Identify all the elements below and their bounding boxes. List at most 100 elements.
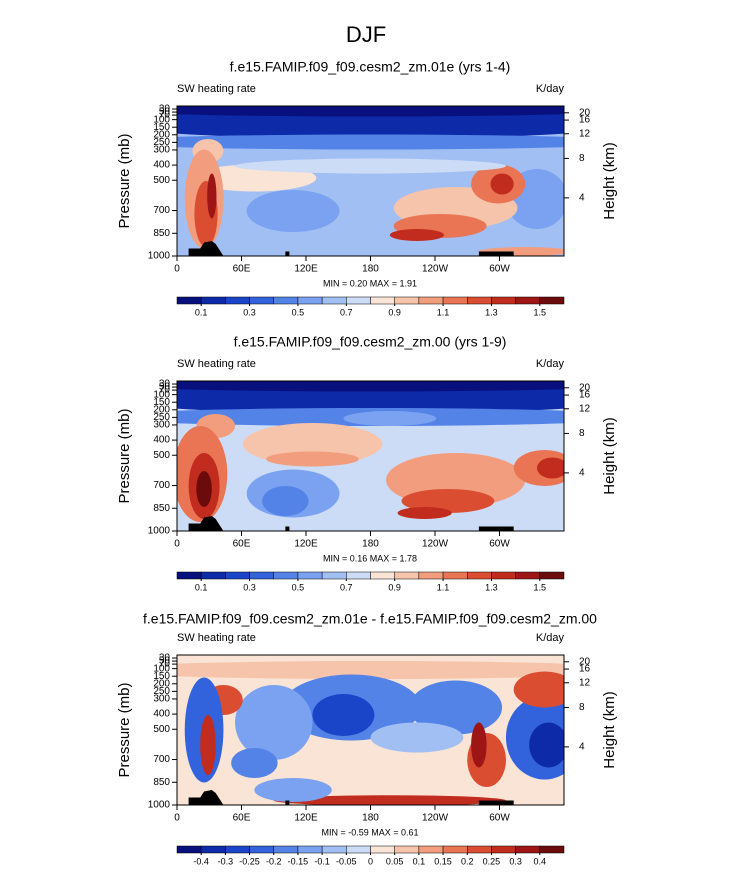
units-label: K/day [536,358,565,370]
colorbar-box [200,845,226,854]
x-tick-label: 60E [233,264,251,275]
x-tick-label: 120W [422,813,449,824]
colorbar-label: 0.25 [483,856,501,866]
colorbar-box [539,296,565,305]
y2-tick-label: 20 [579,382,591,393]
x-tick-label: 0 [174,813,180,824]
contour-field [177,381,564,531]
colorbar-label: -0.15 [288,856,309,866]
colorbar-box [467,296,492,305]
colorbar-box [297,296,323,305]
y2-tick-label: 20 [579,107,591,118]
colorbar-box [200,571,226,580]
colorbar-box [394,571,420,580]
y-tick-label: 100 [153,663,170,674]
colorbar-box [515,296,541,305]
x-tick-label: 180 [362,539,379,550]
contour-region [177,134,564,150]
panel-title: f.e15.FAMIP.f09_f09.cesm2_zm.00 (yrs 1-9… [234,334,507,350]
colorbar-label: 0.3 [243,307,256,317]
colorbar-box [297,845,323,854]
colorbar-label: 1.5 [534,582,547,592]
colorbar-label: -0.25 [239,856,260,866]
terrain [285,526,290,531]
colorbar-label: 0.1 [413,856,426,866]
colorbar-label: 0.7 [340,582,353,592]
x-tick-label: 120E [294,539,318,550]
y2-tick-label: 8 [579,153,585,164]
contour-region [370,722,464,753]
colorbar-label: 0.3 [509,856,522,866]
colorbar-label: -0.3 [218,856,234,866]
y-tick-label: 700 [153,205,170,216]
colorbar-box [249,845,274,854]
terrain [285,251,290,256]
x-tick-label: 120W [422,539,449,550]
colorbar-label: 0.9 [388,582,401,592]
x-tick-label: 60E [233,813,251,824]
y2-tick-label: 12 [579,128,591,139]
colorbar-box [515,845,541,854]
x-tick-label: 120E [294,813,318,824]
y2-tick-label: 4 [579,193,585,204]
y-tick-label: 30 [159,379,171,390]
field-label: SW heating rate [177,83,256,95]
colorbar-box [491,296,516,305]
y2-axis-title: Height (km) [601,142,618,220]
colorbar-box [394,845,420,854]
colorbar-label: 1.3 [485,307,498,317]
y-tick-label: 250 [153,412,170,423]
y-tick-label: 70 [159,385,171,396]
y-tick-label: 150 [153,122,170,133]
terrain [188,790,514,805]
contour-region [231,748,278,778]
colorbar-box [249,571,274,580]
contour-region [177,106,564,117]
colorbar-box [418,571,444,580]
y-tick-label: 150 [153,397,170,408]
colorbar-label: 0.1 [195,582,208,592]
contour-region [389,229,445,241]
colorbar-box [200,296,226,305]
colorbar-label: 0.5 [292,307,305,317]
y2-tick-label: 8 [579,428,585,439]
y-tick-label: 300 [153,420,170,431]
y-tick-label: 30 [159,104,171,115]
x-tick-label: 180 [362,813,379,824]
colorbar-box [539,845,565,854]
colorbar-box [297,571,323,580]
contour-region [200,715,216,775]
contour-region [262,486,309,516]
y-tick-label: 150 [153,671,170,682]
colorbar-label: 0.5 [292,582,305,592]
y-tick-label: 500 [153,450,170,461]
y-tick-label: 850 [153,777,170,788]
colorbar-label: -0.2 [266,856,282,866]
colorbar-label: -0.1 [314,856,330,866]
colorbar-box [515,571,541,580]
colorbar-box [225,571,250,580]
y-tick-label: 400 [153,435,170,446]
colorbar-label: 1.1 [437,582,450,592]
y-tick-label: 850 [153,503,170,514]
colorbar-box [418,296,444,305]
colorbar-box [539,571,565,580]
x-tick-label: 0 [174,264,180,275]
y-tick-label: 1000 [148,526,171,537]
colorbar-box [370,571,395,580]
colorbar-label: 0 [368,856,373,866]
colorbar-label: -0.4 [193,856,209,866]
colorbar-label: -0.05 [336,856,357,866]
y-tick-label: 200 [153,129,170,140]
colorbar-box [176,571,202,580]
y2-tick-label: 16 [579,664,591,675]
colorbar-label: 0.7 [340,307,353,317]
contour-region [536,457,564,479]
colorbar-box [249,296,274,305]
colorbar-box [346,571,371,580]
units-label: K/day [536,632,565,644]
y-tick-label: 1000 [148,800,171,811]
y-tick-label: 50 [159,107,171,118]
y-tick-label: 400 [153,709,170,720]
